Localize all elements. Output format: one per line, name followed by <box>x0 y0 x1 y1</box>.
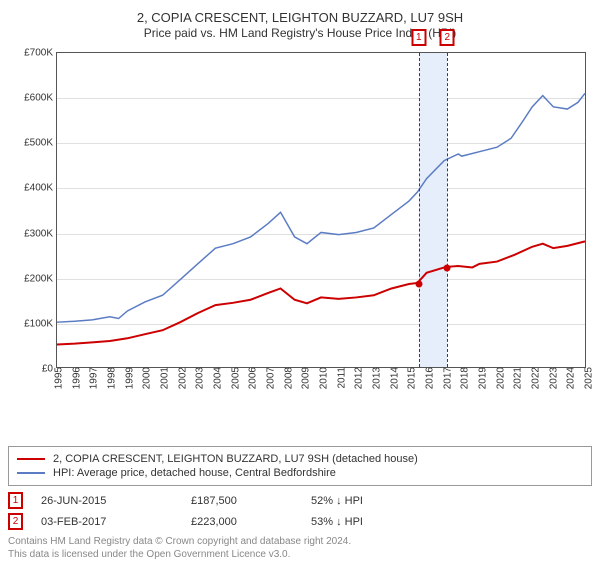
legend-swatch <box>17 472 45 474</box>
footnote-row: 1 26-JUN-2015£187,50052% ↓ HPI <box>8 492 592 509</box>
y-tick-label: £300K <box>24 228 57 239</box>
y-tick-label: £200K <box>24 273 57 284</box>
footnote-date: 26-JUN-2015 <box>41 495 191 507</box>
legend-label: 2, COPIA CRESCENT, LEIGHTON BUZZARD, LU7… <box>53 453 418 465</box>
y-tick-label: £400K <box>24 183 57 194</box>
x-tick-label: 2014 <box>385 367 400 389</box>
legend-box: 2, COPIA CRESCENT, LEIGHTON BUZZARD, LU7… <box>8 446 592 486</box>
footnote-row: 2 03-FEB-2017£223,00053% ↓ HPI <box>8 513 592 530</box>
license-line-2: This data is licensed under the Open Gov… <box>8 549 592 561</box>
y-tick-label: £500K <box>24 138 57 149</box>
chart-subtitle: Price paid vs. HM Land Registry's House … <box>8 26 592 40</box>
marker-tag: 2 <box>440 29 455 46</box>
x-tick-label: 2001 <box>156 367 171 389</box>
footnote-date: 03-FEB-2017 <box>41 516 191 528</box>
x-tick-label: 2005 <box>226 367 241 389</box>
x-tick-label: 2020 <box>491 367 506 389</box>
x-tick-label: 2012 <box>350 367 365 389</box>
marker-line <box>419 53 420 367</box>
legend-label: HPI: Average price, detached house, Cent… <box>53 467 336 479</box>
legend-swatch <box>17 458 45 460</box>
legend-row: 2, COPIA CRESCENT, LEIGHTON BUZZARD, LU7… <box>17 453 583 465</box>
marker-tag: 1 <box>411 29 426 46</box>
x-tick-label: 2023 <box>544 367 559 389</box>
x-tick-label: 2002 <box>173 367 188 389</box>
footnote-pct: 53% ↓ HPI <box>311 516 431 528</box>
footnotes: 1 26-JUN-2015£187,50052% ↓ HPI 2 03-FEB-201… <box>8 492 592 530</box>
x-tick-label: 2008 <box>279 367 294 389</box>
x-tick-label: 2013 <box>368 367 383 389</box>
x-tick-label: 2000 <box>138 367 153 389</box>
series-hpi <box>57 93 585 322</box>
x-tick-label: 2010 <box>315 367 330 389</box>
x-tick-label: 2019 <box>474 367 489 389</box>
marker-line <box>447 53 448 367</box>
x-tick-label: 1995 <box>50 367 65 389</box>
x-tick-label: 2015 <box>403 367 418 389</box>
footnote-tag: 1 <box>8 492 23 509</box>
x-tick-label: 1998 <box>103 367 118 389</box>
legend-row: HPI: Average price, detached house, Cent… <box>17 467 583 479</box>
x-tick-label: 1999 <box>120 367 135 389</box>
marker-dot <box>415 281 422 288</box>
x-tick-label: 2017 <box>438 367 453 389</box>
x-tick-label: 1997 <box>85 367 100 389</box>
x-tick-label: 2004 <box>209 367 224 389</box>
x-tick-label: 2011 <box>332 367 347 389</box>
x-tick-label: 1996 <box>67 367 82 389</box>
x-tick-label: 2006 <box>244 367 259 389</box>
x-tick-label: 2003 <box>191 367 206 389</box>
license-text: Contains HM Land Registry data © Crown c… <box>8 536 592 561</box>
x-tick-label: 2016 <box>421 367 436 389</box>
plot-area: £0£100K£200K£300K£400K£500K£600K£700K199… <box>56 52 586 368</box>
x-tick-label: 2009 <box>297 367 312 389</box>
y-tick-label: £100K <box>24 318 57 329</box>
series-price_paid <box>57 241 585 344</box>
footnote-tag: 2 <box>8 513 23 530</box>
x-tick-label: 2022 <box>527 367 542 389</box>
footnote-pct: 52% ↓ HPI <box>311 495 431 507</box>
x-tick-label: 2025 <box>580 367 595 389</box>
x-tick-label: 2024 <box>562 367 577 389</box>
footnote-price: £223,000 <box>191 516 311 528</box>
x-tick-label: 2018 <box>456 367 471 389</box>
series-svg <box>57 53 585 367</box>
license-line-1: Contains HM Land Registry data © Crown c… <box>8 536 592 549</box>
footnote-price: £187,500 <box>191 495 311 507</box>
y-tick-label: £700K <box>24 48 57 59</box>
x-tick-label: 2021 <box>509 367 524 389</box>
y-tick-label: £600K <box>24 93 57 104</box>
chart-title: 2, COPIA CRESCENT, LEIGHTON BUZZARD, LU7… <box>8 10 592 25</box>
chart-container: £0£100K£200K£300K£400K£500K£600K£700K199… <box>8 46 592 406</box>
x-tick-label: 2007 <box>262 367 277 389</box>
marker-dot <box>444 265 451 272</box>
